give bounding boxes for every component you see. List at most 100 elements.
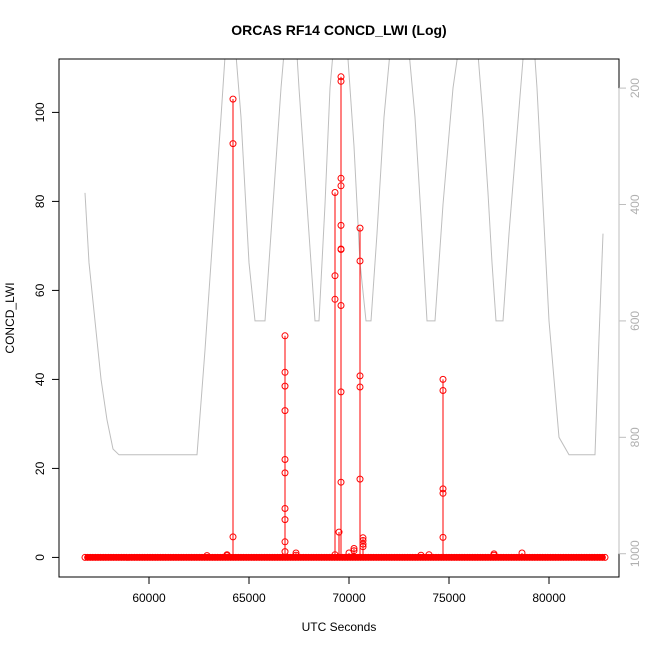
x-tick-label: 80000 [532, 591, 566, 605]
data-point [130, 553, 138, 561]
data-point [242, 553, 250, 561]
data-point [123, 553, 131, 561]
data-point [367, 553, 375, 561]
data-point [172, 553, 180, 561]
data-point [117, 553, 125, 561]
data-point [214, 553, 222, 561]
data-point [229, 95, 237, 103]
data-point [432, 553, 440, 561]
data-point [128, 553, 136, 561]
data-point [302, 553, 310, 561]
data-point [281, 382, 289, 390]
data-point [359, 540, 367, 548]
data-point [572, 553, 580, 561]
data-point [591, 553, 599, 561]
data-point [578, 553, 586, 561]
y2-tick-label: 200 [628, 78, 642, 98]
data-point [481, 553, 489, 561]
y-tick-label: 0 [33, 554, 47, 561]
data-point [445, 553, 453, 561]
data-point [455, 553, 463, 561]
data-point [81, 553, 89, 561]
data-point [276, 553, 284, 561]
data-point [388, 553, 396, 561]
data-point [370, 553, 378, 561]
data-point [337, 478, 345, 486]
data-point [281, 469, 289, 477]
data-point [245, 553, 253, 561]
data-point [279, 553, 287, 561]
data-point [320, 553, 328, 561]
data-point [544, 553, 552, 561]
data-point [466, 553, 474, 561]
data-point [593, 553, 601, 561]
data-point [229, 140, 237, 148]
data-point [188, 553, 196, 561]
data-point [273, 553, 281, 561]
data-point [260, 553, 268, 561]
data-point [240, 553, 248, 561]
data-point [151, 553, 159, 561]
data-point [500, 553, 508, 561]
data-point [292, 551, 300, 559]
data-point [539, 553, 547, 561]
data-point [518, 549, 526, 557]
data-point [223, 552, 231, 560]
data-point [120, 553, 128, 561]
data-point [468, 553, 476, 561]
data-point [115, 553, 123, 561]
data-point [439, 533, 447, 541]
y2-tick-label: 800 [628, 427, 642, 447]
data-point [439, 489, 447, 497]
data-point [356, 383, 364, 391]
data-point [425, 551, 433, 559]
data-point [533, 553, 541, 561]
data-point [310, 553, 318, 561]
data-point [505, 553, 513, 561]
data-point [337, 388, 345, 396]
data-point [337, 246, 345, 253]
data-point [497, 553, 505, 561]
data-point [156, 553, 164, 561]
data-point [281, 332, 289, 340]
data-point [346, 553, 354, 561]
data-point [195, 553, 203, 561]
data-point [175, 553, 183, 561]
data-point [349, 553, 357, 561]
data-point [255, 553, 263, 561]
data-point [523, 553, 531, 561]
data-point [211, 553, 219, 561]
x-tick-label: 70000 [332, 591, 366, 605]
data-point [307, 553, 315, 561]
data-point [559, 553, 567, 561]
data-point [102, 553, 110, 561]
data-point [463, 553, 471, 561]
data-point [325, 553, 333, 561]
data-point [182, 553, 190, 561]
data-point [247, 553, 255, 561]
data-point [164, 553, 172, 561]
data-point [448, 553, 456, 561]
data-point [84, 553, 92, 561]
y-tick-label: 80 [33, 194, 47, 208]
data-point [331, 272, 339, 280]
data-point [89, 553, 97, 561]
data-point [417, 551, 425, 559]
data-point [281, 456, 289, 463]
data-point [266, 553, 274, 561]
data-point [167, 553, 175, 561]
data-point [344, 553, 352, 561]
data-point [193, 553, 201, 561]
data-point [162, 553, 170, 561]
data-point [490, 551, 498, 559]
data-point [318, 553, 326, 561]
data-point [507, 553, 515, 561]
data-point [598, 553, 606, 561]
data-point [458, 553, 466, 561]
data-point [585, 553, 593, 561]
y2-tick-label: 1000 [628, 540, 642, 567]
data-point [364, 553, 372, 561]
data-point [305, 553, 313, 561]
data-point [112, 553, 120, 561]
data-point [136, 553, 144, 561]
